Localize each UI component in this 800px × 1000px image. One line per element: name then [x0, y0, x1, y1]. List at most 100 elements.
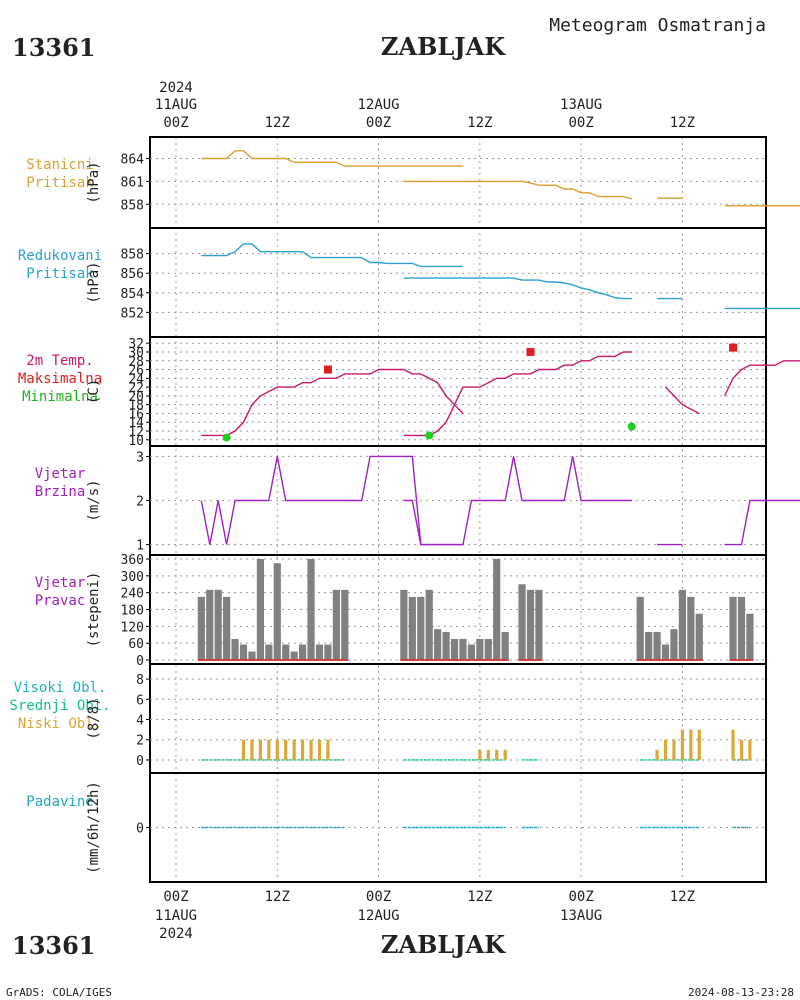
y-tick-label: 2: [136, 495, 144, 510]
series-line: [724, 307, 800, 310]
wind-direction-bar: [501, 631, 509, 660]
panel-label: Vjetar: [35, 466, 86, 482]
wind-direction-bar: [197, 596, 205, 660]
y-tick-label: 360: [121, 553, 144, 568]
wind-direction-bar: [400, 589, 408, 660]
y-tick-label: 300: [121, 570, 144, 585]
wind-direction-bar: [661, 644, 670, 660]
y-tick-label: 1: [136, 539, 144, 554]
wind-direction-bar: [729, 596, 737, 660]
station-name-bottom: ZABLJAK: [381, 930, 506, 959]
station-id-top: 13361: [12, 33, 96, 62]
wind-direction-bar: [695, 613, 703, 660]
low-cloud-bar: [655, 749, 659, 760]
wind-direction-bar: [239, 644, 248, 660]
series-line: [724, 205, 800, 207]
wind-direction-bar: [408, 596, 416, 660]
axis-year-bottom: 2024: [159, 926, 193, 942]
series-line: [403, 456, 632, 546]
axis-date-bottom: 11AUG: [155, 908, 197, 924]
wind-direction-bar: [476, 638, 484, 660]
axis-hour-top: 00Z: [163, 115, 188, 131]
panel-temp: 2m Temp. Maksimalna Minimalna(C) 1012141618…: [18, 336, 800, 449]
temp-max-marker: [729, 343, 738, 352]
low-cloud-bar: [284, 739, 288, 760]
temp-min-marker: [425, 431, 434, 440]
low-cloud-bar: [317, 739, 322, 760]
y-tick-label: 864: [121, 152, 145, 167]
wind-direction-bar: [307, 559, 315, 660]
panel-label: Pravac: [35, 593, 86, 609]
series-line: [724, 499, 800, 546]
y-tick-label: 24: [128, 372, 144, 387]
axis-hour-bottom: 12Z: [467, 889, 492, 905]
axis-hour-bottom: 12Z: [265, 889, 290, 905]
wind-direction-bar: [324, 644, 332, 660]
wind-direction-bar: [434, 629, 442, 660]
wind-direction-bar: [737, 596, 746, 660]
panel-padavine: Padavine(mm/6h/12h) 0: [26, 772, 767, 883]
temp-max-marker: [526, 347, 535, 356]
wind-direction-bar: [450, 638, 459, 660]
panel-label: Visoki Obl.: [14, 680, 107, 696]
low-cloud-bar: [697, 729, 701, 760]
low-cloud-bar: [258, 739, 262, 760]
series-line: [201, 368, 464, 437]
low-cloud-bar: [326, 739, 330, 760]
panel-unit: (hPa): [86, 261, 102, 303]
panel-label: Pritisak: [26, 266, 94, 282]
series-line: [403, 180, 632, 200]
low-cloud-bar: [748, 739, 752, 760]
wind-direction-bar: [265, 644, 273, 660]
y-tick-label: 0: [136, 754, 144, 769]
y-tick-label: 3: [136, 450, 144, 465]
wind-direction-bar: [459, 638, 467, 660]
footer-timestamp: 2024-08-13-23:28: [688, 986, 794, 999]
low-cloud-bar: [689, 729, 693, 760]
low-cloud-bar: [275, 739, 279, 760]
axis-hour-bottom: 00Z: [568, 889, 593, 905]
axis-date-bottom: 13AUG: [560, 908, 602, 924]
panel-label: Pritisak: [26, 175, 94, 191]
y-tick-label: 60: [128, 637, 144, 652]
wind-direction-bar: [299, 644, 307, 660]
wind-direction-bar: [636, 596, 644, 660]
panel-label: Redukovani: [18, 248, 102, 264]
panel-label: Maksimalna: [18, 371, 102, 387]
product-title: Meteogram Osmatranja: [549, 15, 766, 36]
y-tick-label: 120: [121, 620, 144, 635]
wind-direction-bar: [214, 589, 222, 660]
axis-hour-top: 12Z: [467, 115, 492, 131]
wind-direction-bar: [231, 638, 239, 660]
low-cloud-bar: [250, 739, 254, 760]
low-cloud-bar: [292, 739, 296, 760]
panel-unit: (mm/6h/12h): [86, 781, 102, 874]
panel-unit: (stepeni): [86, 572, 102, 648]
y-tick-label: 32: [128, 337, 144, 352]
y-tick-label: 8: [136, 673, 144, 688]
footer-credit: GrADS: COLA/IGES: [6, 986, 112, 999]
panel-unit: (m/s): [86, 479, 102, 521]
panel-stanicni: Stanicni Pritisak(hPa) 858 861 864: [26, 136, 800, 229]
panel-label: Srednji Obl.: [9, 698, 110, 714]
y-tick-label: 18: [128, 399, 144, 414]
y-tick-label: 26: [128, 364, 144, 379]
wind-direction-bar: [248, 651, 256, 660]
low-cloud-bar: [680, 729, 684, 760]
wind-direction-bar: [315, 644, 324, 660]
wind-direction-bar: [223, 596, 231, 660]
axis-hour-top: 12Z: [265, 115, 290, 131]
axis-date-top: 13AUG: [560, 97, 602, 113]
wind-direction-bar: [670, 629, 678, 660]
y-tick-label: 12: [128, 425, 144, 440]
station-id-bottom: 13361: [12, 931, 96, 960]
panel-label: Vjetar: [35, 575, 86, 591]
temp-min-marker: [222, 433, 231, 442]
wind-direction-bar: [341, 589, 349, 660]
y-tick-label: 0: [136, 654, 144, 669]
panel-unit: (8/8): [86, 697, 102, 739]
panel-label: Minimalna: [22, 389, 98, 405]
